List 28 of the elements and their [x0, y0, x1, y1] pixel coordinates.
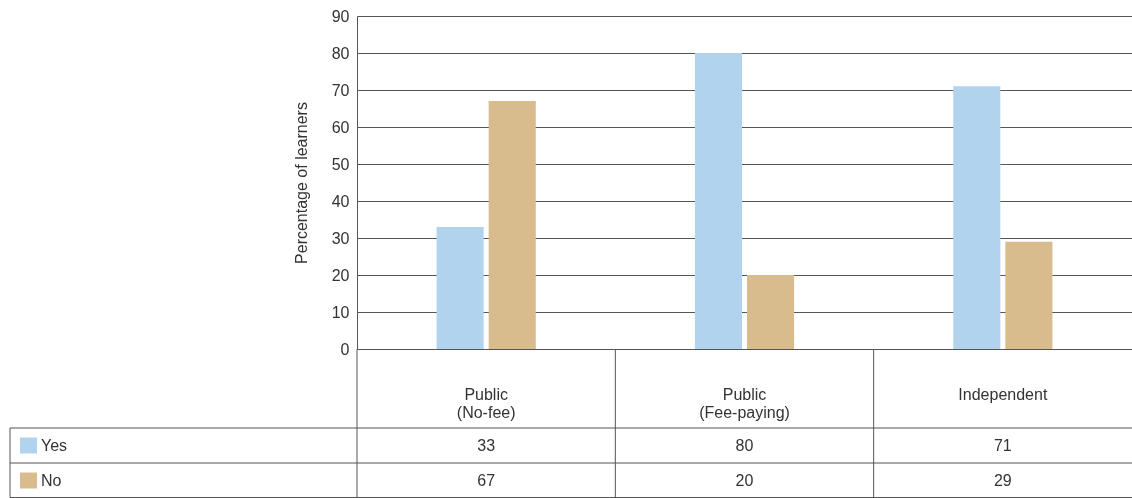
data-label: 29 [993, 471, 1012, 489]
x-tick-label: Public (Fee-paying) [699, 386, 790, 421]
bar [747, 275, 795, 349]
y-tick-label: 80 [331, 44, 350, 62]
bar [436, 226, 484, 349]
data-label: 80 [735, 436, 754, 454]
data-label: 20 [735, 471, 754, 489]
legend-label: Yes [41, 436, 68, 454]
x-tick-label: Independent [958, 386, 1048, 403]
data-label: 67 [477, 471, 496, 489]
legend-label: No [41, 471, 62, 489]
y-tick-label: 20 [331, 266, 350, 284]
bar [953, 86, 1001, 349]
data-label: 71 [993, 436, 1012, 454]
y-tick-label: 50 [331, 155, 350, 173]
bar [1005, 241, 1053, 349]
y-tick-label: 10 [331, 303, 350, 321]
bar [694, 53, 742, 349]
y-axis-title: Percentage of learners [292, 102, 310, 264]
bar [488, 101, 536, 349]
y-tick-label: 30 [331, 229, 350, 247]
data-label: 33 [477, 436, 496, 454]
x-tick-label: Public (No-fee) [456, 386, 516, 421]
y-tick-label: 40 [331, 192, 350, 210]
y-tick-label: 70 [331, 81, 350, 99]
y-tick-label: 0 [340, 340, 350, 358]
y-tick-label: 60 [331, 118, 350, 136]
y-tick-label: 90 [331, 7, 350, 25]
